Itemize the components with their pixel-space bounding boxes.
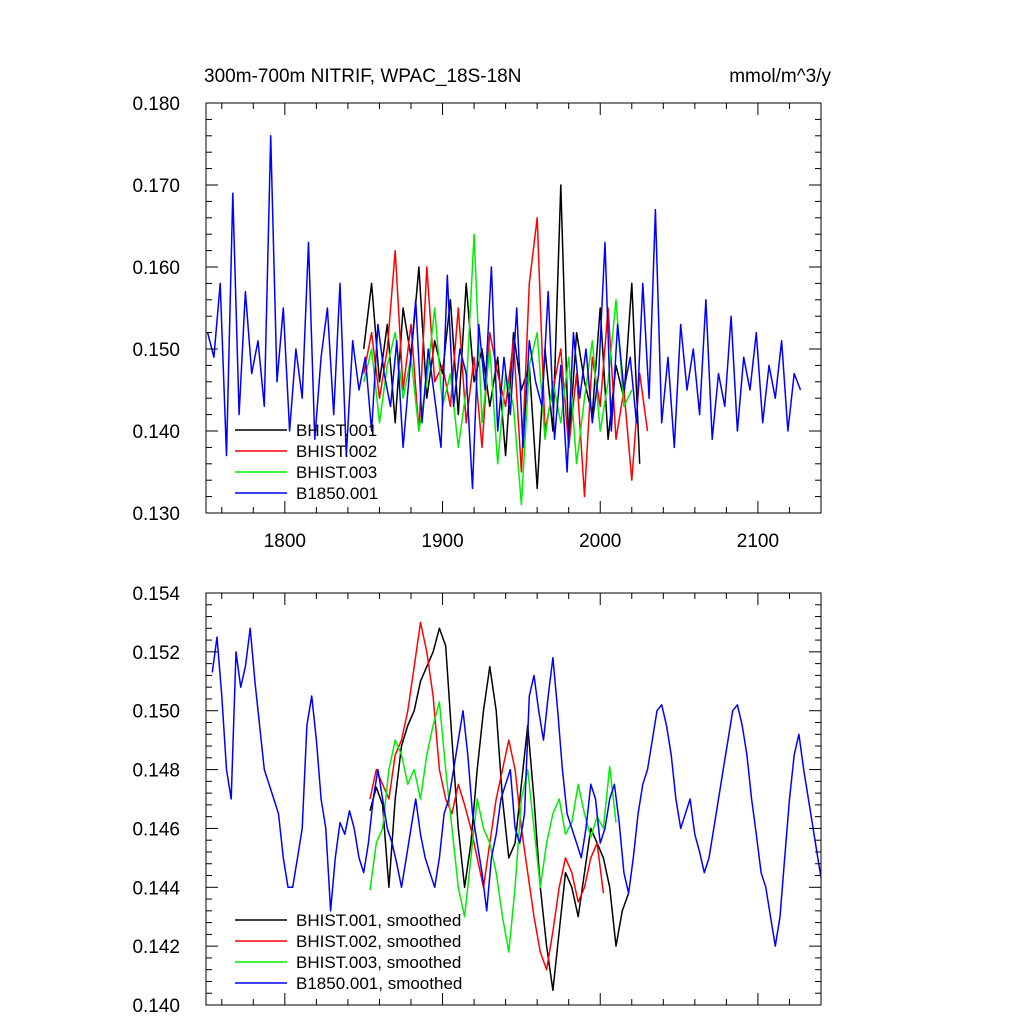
y-tick-label: 0.146 <box>132 819 180 840</box>
series-group <box>211 621 821 992</box>
y-tick-label: 0.130 <box>132 504 180 525</box>
legend: BHIST.001, smoothed BHIST.002, smoothed BH… <box>235 911 462 993</box>
legend-label: BHIST.003, smoothed <box>296 953 461 972</box>
y-tick-label: 0.180 <box>132 94 180 115</box>
y-tick-label: 0.154 <box>132 584 180 605</box>
series-line-2 <box>369 621 605 971</box>
y-tick-label: 0.144 <box>132 878 180 899</box>
series-line-4 <box>206 135 802 490</box>
plot-frame <box>205 102 822 514</box>
y-tick-label: 0.152 <box>132 643 180 664</box>
x-tick-label: 1800 <box>264 531 306 552</box>
x-tick-label: 1900 <box>421 531 463 552</box>
series-line-4 <box>211 627 821 947</box>
y-tick-label: 0.150 <box>132 702 180 723</box>
series-line-1 <box>362 184 641 490</box>
chart-title: 300m-700m NITRIF, WPAC_18S-18N <box>204 66 521 87</box>
plot-frame <box>205 592 822 1006</box>
series-line-1 <box>369 627 630 992</box>
legend-label: BHIST.003 <box>296 463 377 482</box>
legend-label: B1850.001, smoothed <box>296 974 462 993</box>
y-tick-label: 0.142 <box>132 937 180 958</box>
legend-label: BHIST.002 <box>296 442 377 461</box>
legend-label: B1850.001 <box>296 484 378 503</box>
legend-label: BHIST.002, smoothed <box>296 932 461 951</box>
y-tick-label: 0.148 <box>132 761 180 782</box>
top-panel: 0.130 0.140 0.150 0.160 0.170 0.180 1800 1900 20… <box>132 94 822 552</box>
y-tick-label: 0.170 <box>132 176 180 197</box>
x-tick-label: 2100 <box>737 531 779 552</box>
y-tick-label: 0.140 <box>132 422 180 443</box>
series-group <box>206 135 802 506</box>
y-tick-label: 0.160 <box>132 258 180 279</box>
bottom-panel: 0.140 0.142 0.144 0.146 0.148 0.150 0.152 0.154… <box>132 584 822 1017</box>
y-tick-label: 0.150 <box>132 340 180 361</box>
series-line-3 <box>362 233 633 506</box>
series-line-2 <box>362 217 649 498</box>
legend-label: BHIST.001 <box>296 421 377 440</box>
legend-label: BHIST.001, smoothed <box>296 911 461 930</box>
y-tick-label: 0.140 <box>132 996 180 1017</box>
x-tick-label: 2000 <box>579 531 621 552</box>
legend: BHIST.001 BHIST.002 BHIST.003 B1850.001 <box>235 421 378 503</box>
units-label: mmol/m^3/y <box>729 66 831 87</box>
series-line-3 <box>369 701 617 953</box>
